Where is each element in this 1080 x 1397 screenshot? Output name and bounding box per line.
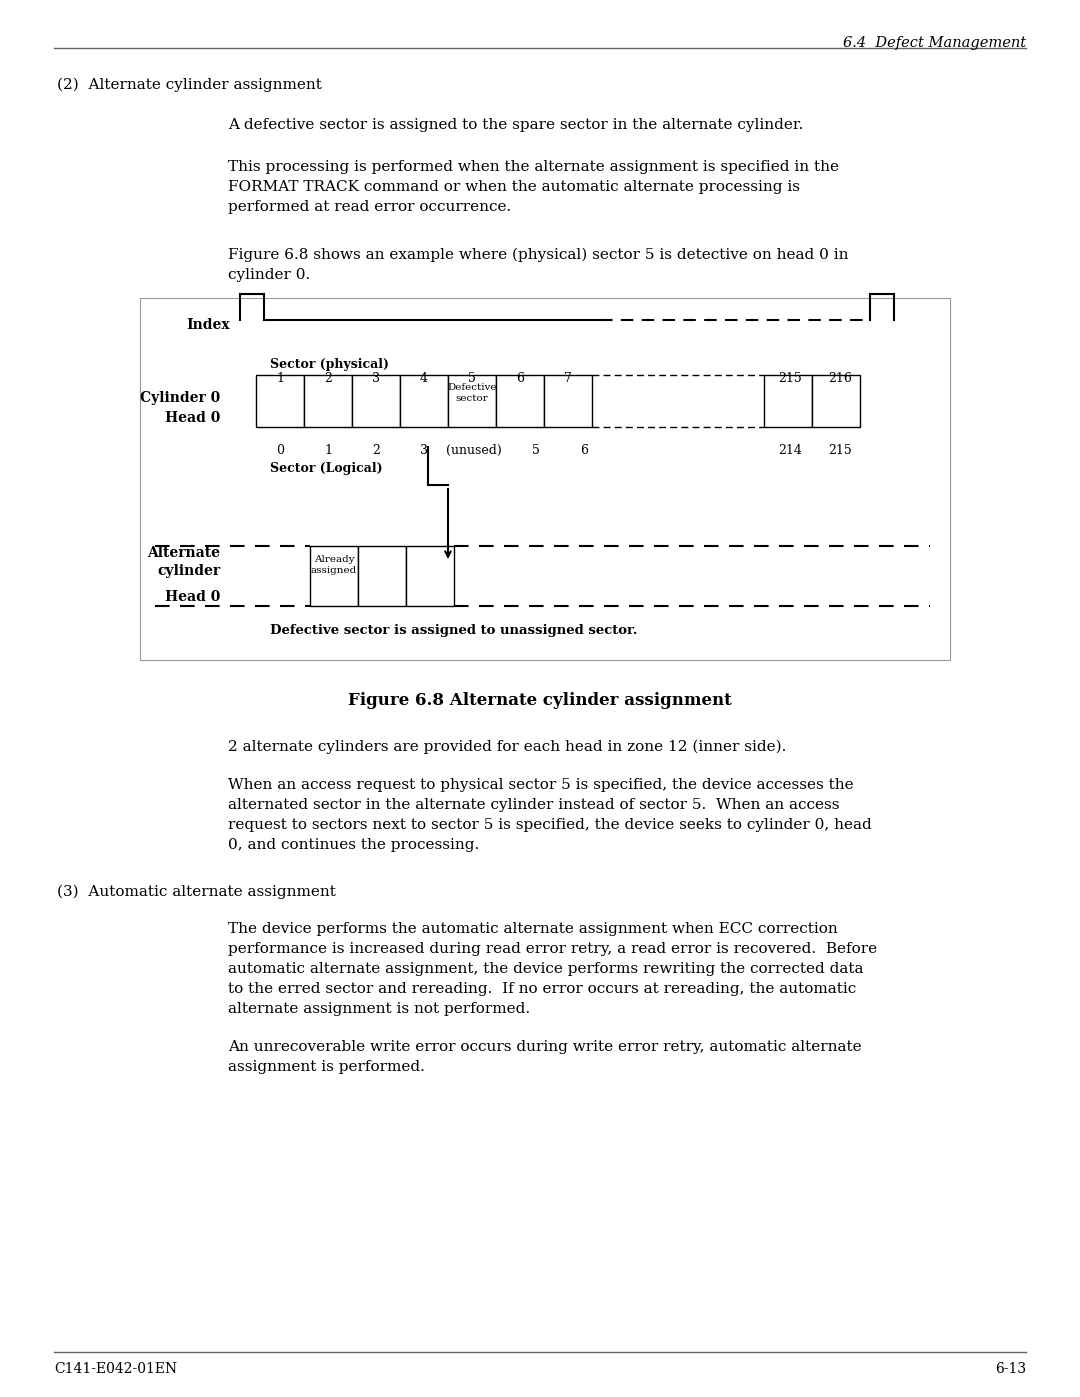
Bar	[256, 374, 303, 427]
Bar	[764, 374, 812, 427]
Text: C141-E042-01EN: C141-E042-01EN	[54, 1362, 177, 1376]
Text: Already
assigned: Already assigned	[311, 555, 357, 576]
Text: 6.4  Defect Management: 6.4 Defect Management	[842, 36, 1026, 50]
Text: 2: 2	[373, 444, 380, 457]
Text: (3)  Automatic alternate assignment: (3) Automatic alternate assignment	[57, 886, 336, 900]
Bar	[406, 546, 454, 606]
Text: Defective sector is assigned to unassigned sector.: Defective sector is assigned to unassign…	[270, 624, 637, 637]
Text: A defective sector is assigned to the spare sector in the alternate cylinder.: A defective sector is assigned to the sp…	[228, 117, 804, 131]
Text: Index: Index	[187, 319, 230, 332]
Text: When an access request to physical sector 5 is specified, the device accesses th: When an access request to physical secto…	[228, 778, 872, 852]
Text: 5: 5	[468, 372, 476, 386]
Text: 1: 1	[324, 444, 332, 457]
Text: 7: 7	[564, 372, 572, 386]
Text: This processing is performed when the alternate assignment is specified in the
F: This processing is performed when the al…	[228, 161, 839, 214]
Bar	[812, 374, 860, 427]
Text: 1: 1	[276, 372, 284, 386]
Text: Defective
sector: Defective sector	[447, 383, 497, 404]
Text: 6: 6	[580, 444, 588, 457]
Text: Figure 6.8 Alternate cylinder assignment: Figure 6.8 Alternate cylinder assignment	[348, 692, 732, 710]
Text: Sector (physical): Sector (physical)	[270, 358, 389, 372]
Text: 3: 3	[420, 444, 428, 457]
Bar	[357, 546, 406, 606]
Text: 2: 2	[324, 372, 332, 386]
Text: 6-13: 6-13	[995, 1362, 1026, 1376]
Bar	[544, 374, 592, 427]
Text: 6: 6	[516, 372, 524, 386]
Text: 5: 5	[532, 444, 540, 457]
Text: Head 0: Head 0	[164, 590, 220, 604]
Text: Figure 6.8 shows an example where (physical) sector 5 is detective on head 0 in
: Figure 6.8 shows an example where (physi…	[228, 249, 849, 282]
Bar	[496, 374, 544, 427]
Text: 214: 214	[778, 444, 802, 457]
Text: (unused): (unused)	[446, 444, 502, 457]
Text: 216: 216	[828, 372, 852, 386]
Text: 3: 3	[372, 372, 380, 386]
Text: Head 0: Head 0	[164, 411, 220, 425]
Bar	[352, 374, 400, 427]
Text: Alternate
cylinder: Alternate cylinder	[147, 546, 220, 578]
Text: 0: 0	[276, 444, 284, 457]
Text: The device performs the automatic alternate assignment when ECC correction
perfo: The device performs the automatic altern…	[228, 922, 877, 1016]
Text: 215: 215	[828, 444, 852, 457]
Text: (2)  Alternate cylinder assignment: (2) Alternate cylinder assignment	[57, 78, 322, 92]
Text: 2 alternate cylinders are provided for each head in zone 12 (inner side).: 2 alternate cylinders are provided for e…	[228, 740, 786, 754]
Text: Sector (Logical): Sector (Logical)	[270, 462, 382, 475]
Text: An unrecoverable write error occurs during write error retry, automatic alternat: An unrecoverable write error occurs duri…	[228, 1039, 862, 1074]
Bar	[448, 374, 496, 427]
Bar	[140, 298, 950, 659]
Bar	[400, 374, 448, 427]
Text: 4: 4	[420, 372, 428, 386]
Bar	[310, 546, 357, 606]
Text: 215: 215	[778, 372, 801, 386]
Text: Cylinder 0: Cylinder 0	[139, 391, 220, 405]
Bar	[303, 374, 352, 427]
